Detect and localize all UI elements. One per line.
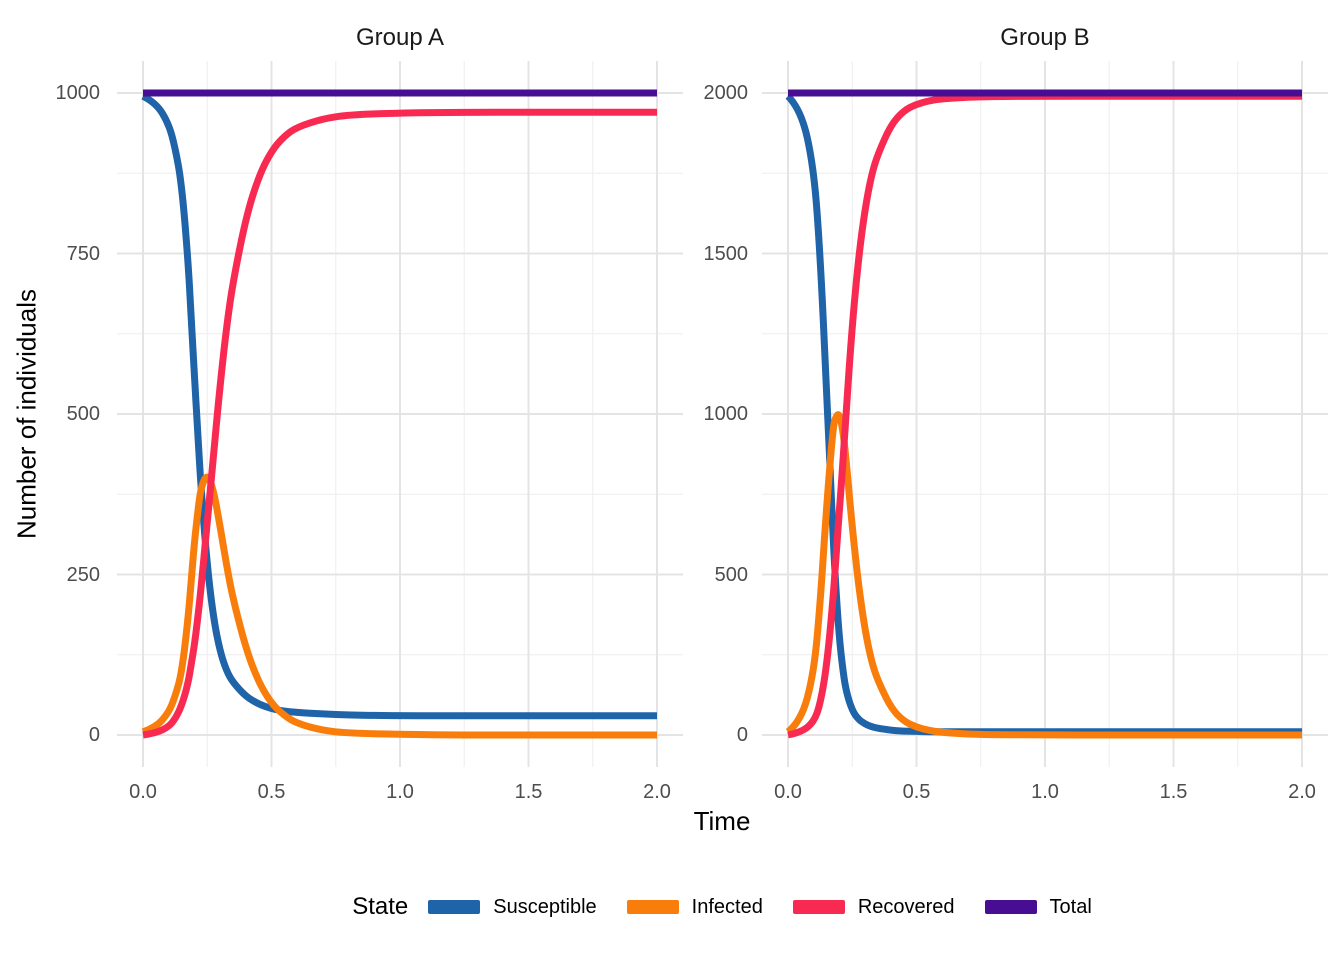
legend-key-recovered xyxy=(792,900,845,914)
x-tick-label: 1.5 xyxy=(1159,781,1188,803)
legend-label: Infected xyxy=(691,895,763,918)
x-tick-label: 1.0 xyxy=(386,781,414,803)
y-tick-label: 750 xyxy=(66,242,100,265)
y-tick-label: 1500 xyxy=(703,242,749,265)
x-tick-label: 0.5 xyxy=(902,781,931,803)
plot-panel-group-a xyxy=(117,61,683,767)
line-recovered xyxy=(142,108,657,739)
x-tick-label: 2.0 xyxy=(1288,781,1316,803)
legend-key-susceptible xyxy=(428,900,481,914)
legend-label: Susceptible xyxy=(493,895,597,918)
x-tick-label: 0.0 xyxy=(774,781,802,803)
line-susceptible xyxy=(141,93,657,720)
y-tick-label: 0 xyxy=(736,724,748,746)
legend-label: Total xyxy=(1049,895,1092,918)
legend-title: State xyxy=(352,893,409,920)
facet-title-group-a: Group A xyxy=(355,24,445,51)
legend-key-infected xyxy=(626,900,679,914)
legend: State Susceptible Infected Recovered Total xyxy=(100,890,1344,924)
plot-panel-group-b xyxy=(762,61,1328,767)
y-tick-label: 2000 xyxy=(703,82,749,104)
legend-item-total: Total xyxy=(984,895,1092,919)
x-axis-title: Time xyxy=(693,806,751,836)
y-tick-label: 1000 xyxy=(703,403,749,425)
legend-key-total xyxy=(984,900,1037,914)
x-tick-label: 2.0 xyxy=(643,781,671,803)
y-tick-label: 1000 xyxy=(55,82,101,104)
line-infected xyxy=(785,411,1302,739)
x-tick-label: 1.5 xyxy=(514,781,543,803)
line-infected xyxy=(141,473,657,739)
legend-label: Recovered xyxy=(857,895,955,918)
facet-title-group-b: Group B xyxy=(1000,24,1090,51)
x-tick-label: 0.0 xyxy=(129,781,157,803)
legend-item-infected: Infected xyxy=(626,895,763,919)
y-tick-label: 0 xyxy=(88,724,100,746)
legend-item-recovered: Recovered xyxy=(792,895,955,919)
y-tick-label: 500 xyxy=(66,403,100,425)
x-tick-label: 1.0 xyxy=(1031,781,1059,803)
y-tick-label: 250 xyxy=(66,563,100,586)
legend-item-susceptible: Susceptible xyxy=(428,895,597,919)
y-axis-title: Number of individuals xyxy=(11,288,42,540)
x-tick-label: 0.5 xyxy=(257,781,286,803)
legend-items: Susceptible Infected Recovered Total xyxy=(428,896,1092,919)
y-tick-label: 500 xyxy=(714,563,748,586)
